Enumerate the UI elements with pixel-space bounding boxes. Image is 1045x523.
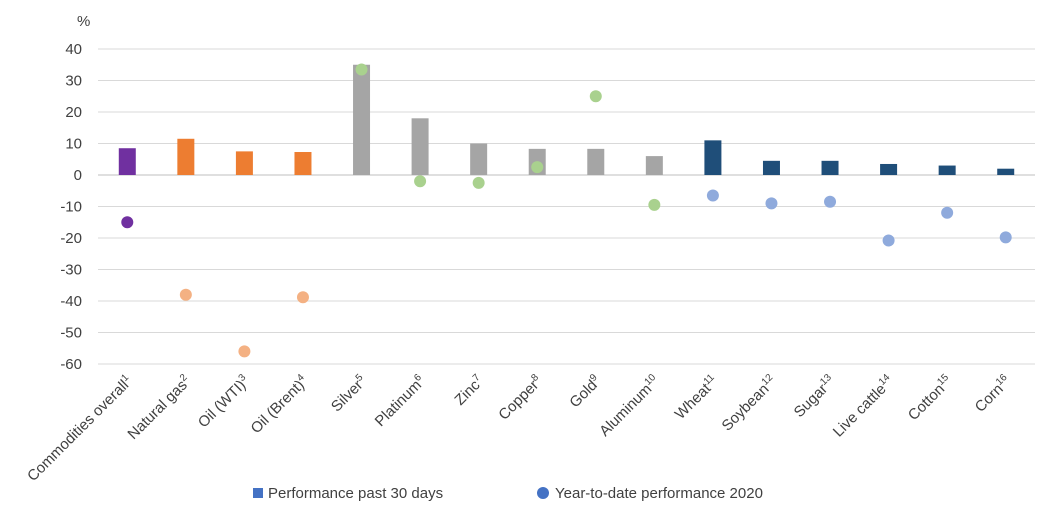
dot-soybean [765,197,778,210]
bar-live-cattle [880,163,898,175]
bar-corn [997,168,1015,175]
x-tick-label: Commodities overall1 [23,372,136,485]
y-tick-label: -10 [60,199,82,216]
dot-copper [531,161,544,174]
bar-natural-gas [177,138,195,175]
dot-sugar [824,195,837,208]
legend: Performance past 30 days Year-to-date per… [253,485,763,502]
y-tick-label: -30 [60,262,82,279]
dot-oil-brent [296,291,309,304]
x-tick-label: Natural gas2 [124,372,195,443]
legend-label: Performance past 30 days [268,485,443,502]
x-tick-label: Cotton15 [904,372,956,424]
bar-oil-brent [294,152,312,175]
dot-silver [355,63,368,76]
y-tick-label: 10 [65,136,82,153]
x-tick-label: Corn16 [971,372,1015,416]
dot-gold [589,90,602,103]
y-tick-label: -60 [60,356,82,373]
y-tick-label: -40 [60,293,82,310]
dot-wheat [706,189,719,202]
dot-zinc [472,176,485,189]
bar-oil-wti [235,151,253,175]
y-tick-label: 40 [65,41,82,58]
bar-sugar [821,160,839,175]
x-tick-label: Oil (WTI)3 [194,372,253,431]
dot-platinum [414,175,427,188]
dot-cotton [941,206,954,219]
y-tick-label: -20 [60,230,82,247]
dot-natural-gas [179,288,192,301]
y-tick-label: -50 [60,325,82,342]
y-tick-label: 30 [65,73,82,90]
x-tick-label: Sugar13 [790,372,839,421]
y-axis-ticks: 40 30 20 10 0 -10 -20 -30 -40 -50 -60 [60,41,82,373]
y-tick-label: 0 [74,167,82,184]
x-tick-label: Silver5 [327,372,370,415]
bar-cotton [938,165,956,175]
legend-label: Year-to-date performance 2020 [555,485,763,502]
x-tick-label: Zinc7 [451,372,488,409]
legend-circle-marker [537,487,549,499]
dot-commodities-overall [121,216,134,229]
x-tick-label: Soybean12 [718,372,781,435]
bar-gold [587,148,605,175]
x-tick-label: Live cattle14 [829,372,898,441]
legend-square-marker [253,488,263,498]
x-tick-label: Wheat11 [671,372,722,423]
dot-series [121,63,1012,358]
dot-oil-wti [238,345,251,358]
gridlines [98,48,1035,365]
y-axis-unit-label: % [77,13,90,30]
dot-corn [999,231,1012,244]
bar-platinum [411,118,429,175]
bar-soybean [762,160,780,175]
x-tick-label: Copper8 [495,372,547,424]
bar-commodities-overall [118,148,136,175]
dot-live-cattle [882,234,895,247]
bar-series [118,64,1015,175]
bar-wheat [704,140,722,175]
bar-silver [353,64,371,175]
bar-zinc [470,143,488,175]
dot-aluminum [648,198,661,211]
x-tick-label: Platinum6 [371,372,429,430]
x-tick-label: Oil (Brent)4 [247,372,312,437]
bar-aluminum [645,156,663,175]
x-tick-label: Gold9 [566,372,605,411]
x-tick-label: Aluminum10 [595,372,663,440]
y-tick-label: 20 [65,104,82,121]
